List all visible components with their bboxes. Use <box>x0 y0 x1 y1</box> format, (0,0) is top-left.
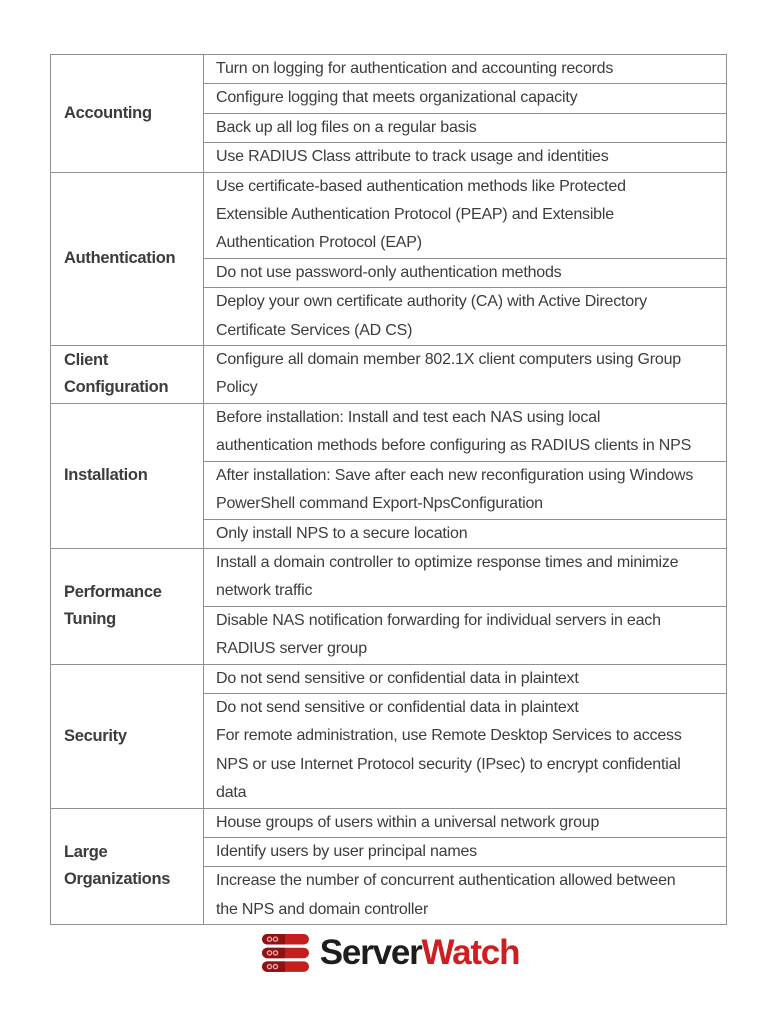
table-row: Do not send sensitive or confidential da… <box>51 692 727 809</box>
category-cell: Authentication <box>50 171 204 347</box>
practice-cell: Disable NAS notification forwarding for … <box>203 605 727 665</box>
practice-cell: Install a domain controller to optimize … <box>203 547 727 607</box>
table-row: Configure logging that meets organizatio… <box>51 83 727 114</box>
table-row: Client Configuration Configure all domain… <box>50 345 727 404</box>
practice-cell: Back up all log files on a regular basis <box>203 112 727 144</box>
category-cell: Client Configuration <box>50 345 204 404</box>
practice-cell: After installation: Save after each new … <box>203 460 727 520</box>
table-row: Authentication Use certificate-based auth… <box>50 171 727 347</box>
practice-cell: House groups of users within a universal… <box>203 807 727 838</box>
practice-cell: Do not send sensitive or confidential da… <box>203 692 727 809</box>
table-row: Installation Before installation: Install… <box>50 402 727 549</box>
table-row: Only install NPS to a secure location <box>51 518 727 549</box>
category-cell: Installation <box>50 402 204 549</box>
practice-cell: Do not send sensitive or confidential da… <box>203 663 727 694</box>
best-practices-table: Accounting Turn on logging for authentica… <box>50 53 727 926</box>
category-cell: Performance Tuning <box>50 547 204 665</box>
table-row: Increase the number of concurrent authen… <box>51 866 727 926</box>
table-row: Accounting Turn on logging for authentica… <box>50 53 727 173</box>
category-cell: Security <box>50 663 204 809</box>
table-row: Back up all log files on a regular basis <box>51 112 727 144</box>
practice-cell: Configure all domain member 802.1X clien… <box>203 345 727 404</box>
practice-cell: Do not use password-only authentication … <box>203 257 727 289</box>
table-row: Security Do not send sensitive or confide… <box>50 663 727 809</box>
table-row: Large Organizations House groups of users… <box>50 807 727 926</box>
logo-text-watch: Watch <box>421 933 521 972</box>
category-cell: Large Organizations <box>50 807 204 926</box>
practice-cell: Configure logging that meets organizatio… <box>203 83 727 114</box>
table-row: Use RADIUS Class attribute to track usag… <box>51 142 727 173</box>
practice-cell: Increase the number of concurrent authen… <box>203 866 727 926</box>
practice-cell: Use certificate-based authentication met… <box>203 171 727 259</box>
practice-cell: Turn on logging for authentication and a… <box>203 53 727 85</box>
table-row: Deploy your own certificate authority (C… <box>51 287 727 347</box>
server-stack-icon <box>261 934 309 972</box>
table-row: Disable NAS notification forwarding for … <box>51 605 727 665</box>
practice-cell: Deploy your own certificate authority (C… <box>203 287 727 347</box>
practice-cell: Before installation: Install and test ea… <box>203 402 727 462</box>
practice-cell: Use RADIUS Class attribute to track usag… <box>203 142 727 173</box>
table-row: Identify users by user principal names <box>51 836 727 868</box>
table-row: After installation: Save after each new … <box>51 460 727 520</box>
category-cell: Accounting <box>50 54 204 173</box>
table-row: Do not use password-only authentication … <box>51 257 727 289</box>
table-row: Performance Tuning Install a domain contr… <box>50 547 727 665</box>
practice-cell: Only install NPS to a secure location <box>203 518 727 549</box>
logo-wordmark: ServerWatch <box>319 928 521 978</box>
logo-text-server: Server <box>319 933 423 972</box>
serverwatch-logo: ServerWatch <box>0 928 780 978</box>
practice-cell: Identify users by user principal names <box>203 836 727 868</box>
